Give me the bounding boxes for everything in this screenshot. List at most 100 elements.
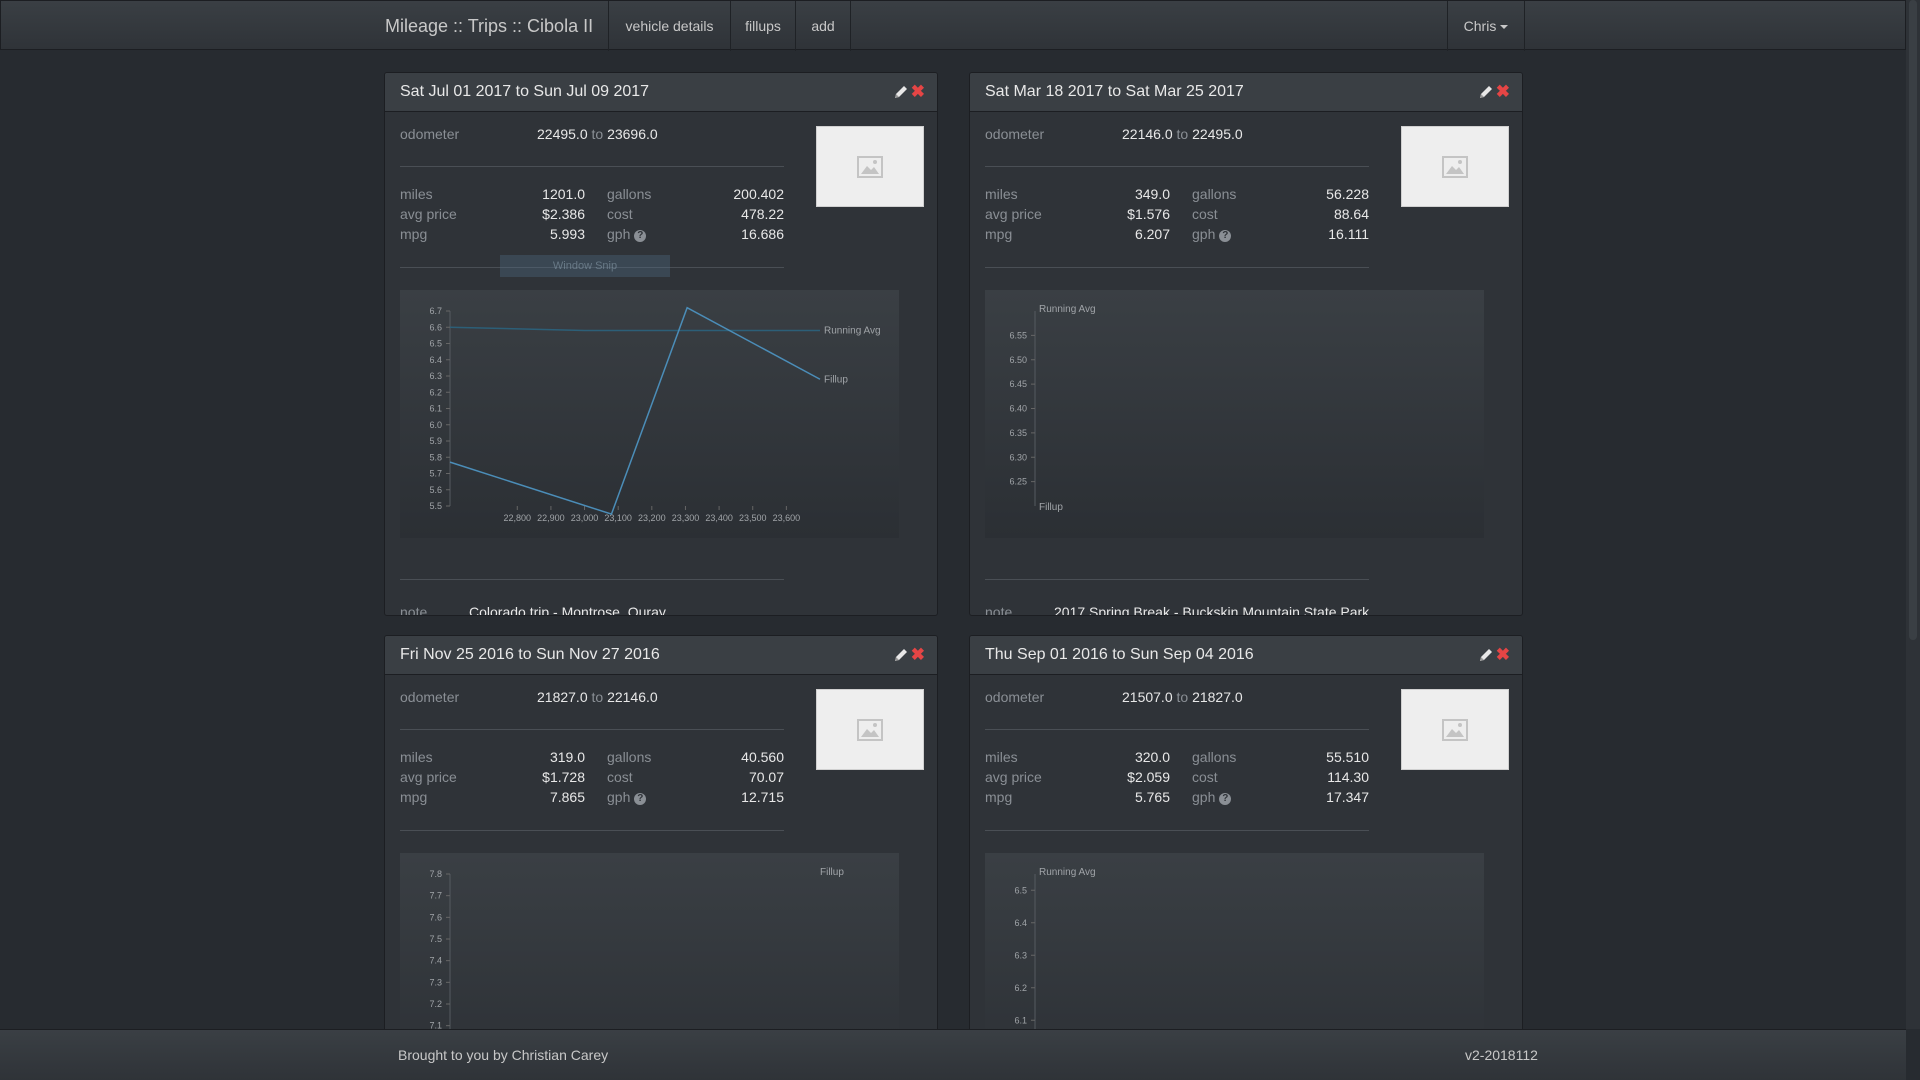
avg-price-label: avg price — [985, 206, 1042, 222]
fillup-series-label: Fillup — [824, 374, 848, 385]
avg-price-label: avg price — [400, 206, 457, 222]
mpg-value: 5.993 — [549, 226, 585, 242]
nav-add-link[interactable]: add — [795, 1, 851, 51]
vehicle-photo-placeholder[interactable] — [816, 126, 924, 207]
divider — [985, 166, 1369, 167]
odometer-start: 22146.0 — [1122, 126, 1173, 142]
running-avg-series-line — [449, 326, 820, 332]
miles-label: miles — [985, 186, 1018, 202]
mpg-value: 7.865 — [549, 789, 585, 805]
caret-down-icon — [1500, 25, 1509, 30]
y-tick-label: 6.3 — [1014, 950, 1027, 960]
gallons-label: gallons — [1192, 186, 1237, 202]
close-icon[interactable]: ✖ — [1495, 82, 1510, 101]
miles-value: 320.0 — [1134, 749, 1170, 765]
gph-value: 12.715 — [741, 789, 784, 805]
app-title[interactable]: Mileage :: Trips :: Cibola II — [385, 16, 594, 36]
avg-price-value: $1.728 — [542, 769, 585, 785]
close-icon[interactable]: ✖ — [1495, 645, 1510, 664]
y-tick-label: 5.9 — [429, 436, 442, 446]
pencil-icon[interactable] — [1478, 647, 1494, 663]
close-icon[interactable]: ✖ — [910, 82, 925, 101]
y-tick-label: 6.0 — [429, 420, 442, 430]
y-tick-label: 6.50 — [1009, 355, 1027, 365]
odometer-label: odometer — [985, 689, 1045, 705]
cost-value: 114.30 — [1327, 769, 1369, 785]
odometer-to-label: to — [1176, 126, 1189, 142]
mpg-chart: 6.55 6.50 6.45 6.40 6.35 6.30 6.25 Running Avg F… — [985, 290, 1484, 538]
nav-fillups-link[interactable]: fillups — [730, 1, 795, 51]
miles-value: 1201.0 — [542, 186, 585, 202]
question-circle-icon[interactable]: ? — [1219, 230, 1232, 242]
y-tick-label: 7.2 — [429, 999, 442, 1009]
trip-card-body: odometer 21507.0 to 21827.0 miles 320.0 … — [970, 675, 1522, 1054]
trip-date-range: Sat Mar 18 2017 to Sat Mar 25 2017 — [985, 83, 1244, 100]
divider — [985, 267, 1369, 268]
user-name: Chris — [1463, 18, 1497, 34]
trip-card-header: Sat Mar 18 2017 to Sat Mar 25 2017 ✖ — [970, 73, 1522, 112]
pencil-icon[interactable] — [1478, 84, 1494, 100]
mpg-chart: 7.87.77.67.57.47.37.27.17.06.9Fillup — [400, 853, 899, 1054]
question-circle-icon[interactable]: ? — [634, 230, 647, 242]
y-tick-label: 6.30 — [1009, 452, 1027, 462]
gallons-label: gallons — [1192, 749, 1237, 765]
note-label: note — [400, 604, 428, 616]
trip-card: Sat Jul 01 2017 to Sun Jul 09 2017 ✖ odo… — [384, 72, 938, 616]
page-scrollbar[interactable] — [1906, 0, 1920, 1029]
odometer-end: 23696.0 — [607, 126, 658, 142]
user-menu[interactable]: Chris — [1447, 1, 1525, 51]
odometer-label: odometer — [400, 126, 460, 142]
gph-value: 16.111 — [1328, 226, 1369, 242]
question-circle-icon[interactable]: ? — [1219, 793, 1232, 805]
y-tick-label: 6.1 — [429, 404, 442, 414]
x-tick-label: 22,800 — [504, 513, 532, 523]
y-tick-label: 7.5 — [429, 934, 442, 944]
fillup-series-label: Fillup — [1039, 502, 1063, 513]
odometer-to-label: to — [591, 689, 604, 705]
nav-vehicle-details-link[interactable]: vehicle details — [608, 1, 730, 51]
mpg-value: 5.765 — [1134, 789, 1170, 805]
footer-version: v2-2018112 — [1465, 1047, 1538, 1063]
gallons-value: 40.560 — [741, 749, 784, 765]
mpg-label: mpg — [985, 789, 1013, 805]
vehicle-photo-placeholder[interactable] — [816, 689, 924, 770]
x-tick-label: 23,100 — [604, 513, 632, 523]
running-avg-series-label: Running Avg — [824, 326, 881, 337]
trip-actions: ✖ — [1478, 636, 1510, 674]
odometer-range: 22146.0 to 22495.0 — [1122, 126, 1243, 142]
y-tick-label: 6.2 — [1014, 983, 1027, 993]
y-tick-label: 6.2 — [429, 387, 442, 397]
y-tick-label: 6.6 — [429, 322, 442, 332]
trip-card-header: Thu Sep 01 2016 to Sun Sep 04 2016 ✖ — [970, 636, 1522, 675]
y-tick-label: 7.3 — [429, 977, 442, 987]
gph-label: gph — [1192, 789, 1216, 805]
trip-card: Sat Mar 18 2017 to Sat Mar 25 2017 ✖ odo… — [969, 72, 1523, 616]
image-icon — [857, 718, 883, 741]
close-icon[interactable]: ✖ — [910, 645, 925, 664]
odometer-end: 22495.0 — [1192, 126, 1243, 142]
pencil-icon[interactable] — [893, 647, 909, 663]
mpg-chart-svg: 6.7 6.6 6.5 6.4 6.3 6.2 6.1 6.0 5.9 5.8 5.7 5.6 5.5 2… — [429, 306, 881, 523]
running-avg-series-label: Running Avg — [1039, 867, 1096, 878]
avg-price-label: avg price — [400, 769, 457, 785]
scrollbar-thumb[interactable] — [1909, 0, 1917, 640]
trip-card: Thu Sep 01 2016 to Sun Sep 04 2016 ✖ odo… — [969, 635, 1523, 1055]
image-icon — [1442, 155, 1468, 178]
divider — [400, 729, 784, 730]
question-circle-icon[interactable]: ? — [634, 793, 647, 805]
x-tick-label: 23,500 — [739, 513, 767, 523]
gph-label-wrap: gph? — [607, 226, 647, 242]
trip-date-range: Fri Nov 25 2016 to Sun Nov 27 2016 — [400, 646, 660, 663]
note-label: note — [985, 604, 1013, 616]
y-tick-label: 6.25 — [1009, 477, 1027, 487]
y-tick-label: 6.5 — [1014, 885, 1027, 895]
gph-label: gph — [607, 789, 631, 805]
pencil-icon[interactable] — [893, 84, 909, 100]
odometer-label: odometer — [985, 126, 1045, 142]
vehicle-photo-placeholder[interactable] — [1401, 689, 1509, 770]
odometer-to-label: to — [591, 126, 604, 142]
y-tick-label: 6.4 — [429, 355, 442, 365]
vehicle-photo-placeholder[interactable] — [1401, 126, 1509, 207]
x-tick-label: 23,400 — [705, 513, 733, 523]
